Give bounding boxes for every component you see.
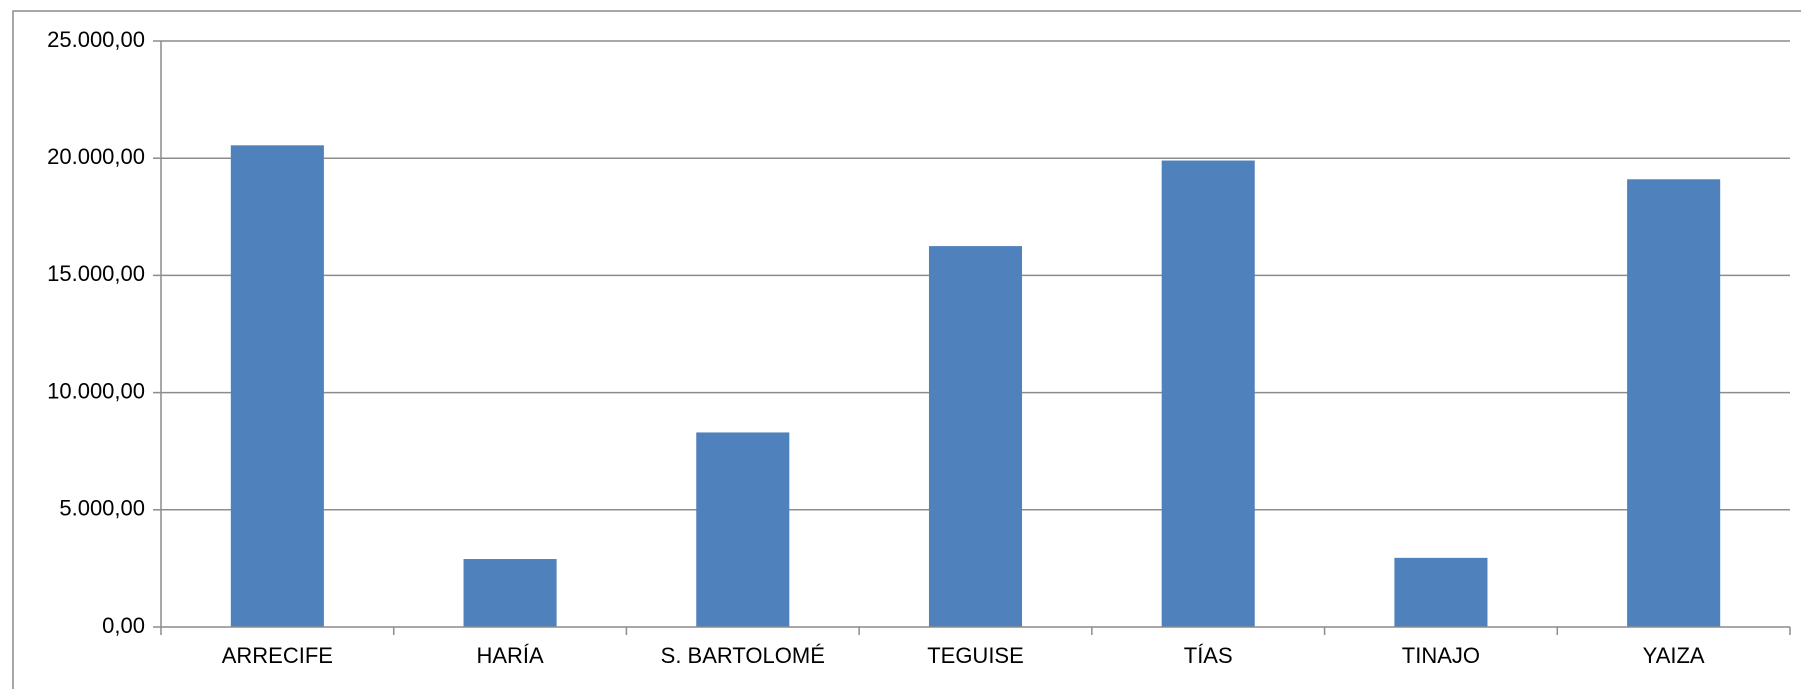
bar xyxy=(1394,557,1488,627)
bar xyxy=(230,145,324,628)
bar xyxy=(1627,179,1721,627)
x-tick-label: TEGUISE xyxy=(927,643,1024,668)
y-tick-label: 25.000,00 xyxy=(47,27,145,52)
y-tick-label: 15.000,00 xyxy=(47,261,145,286)
bar xyxy=(696,432,790,627)
x-tick-label: TÍAS xyxy=(1184,643,1233,668)
x-tick-label: YAIZA xyxy=(1643,643,1705,668)
x-axis-labels: ARRECIFE HARÍA S. BARTOLOMÉ TEGUISE TÍAS TINA… xyxy=(222,643,1705,668)
bar xyxy=(463,559,557,627)
bar xyxy=(1161,160,1255,627)
y-tick-label: 0,00 xyxy=(102,613,145,638)
y-tick-label: 10.000,00 xyxy=(47,378,145,403)
x-tick-label: TINAJO xyxy=(1402,643,1480,668)
y-tick-label: 5.000,00 xyxy=(59,496,145,521)
x-tick-label: ARRECIFE xyxy=(222,643,333,668)
y-tick-label: 20.000,00 xyxy=(47,144,145,169)
x-tick-label: S. BARTOLOMÉ xyxy=(661,643,825,668)
bars xyxy=(230,145,1721,628)
y-axis-labels: 0,00 5.000,00 10.000,00 15.000,00 20.000,00 2… xyxy=(47,27,145,638)
axes xyxy=(153,40,1791,635)
x-tick-label: HARÍA xyxy=(476,643,544,668)
bar xyxy=(928,246,1023,627)
